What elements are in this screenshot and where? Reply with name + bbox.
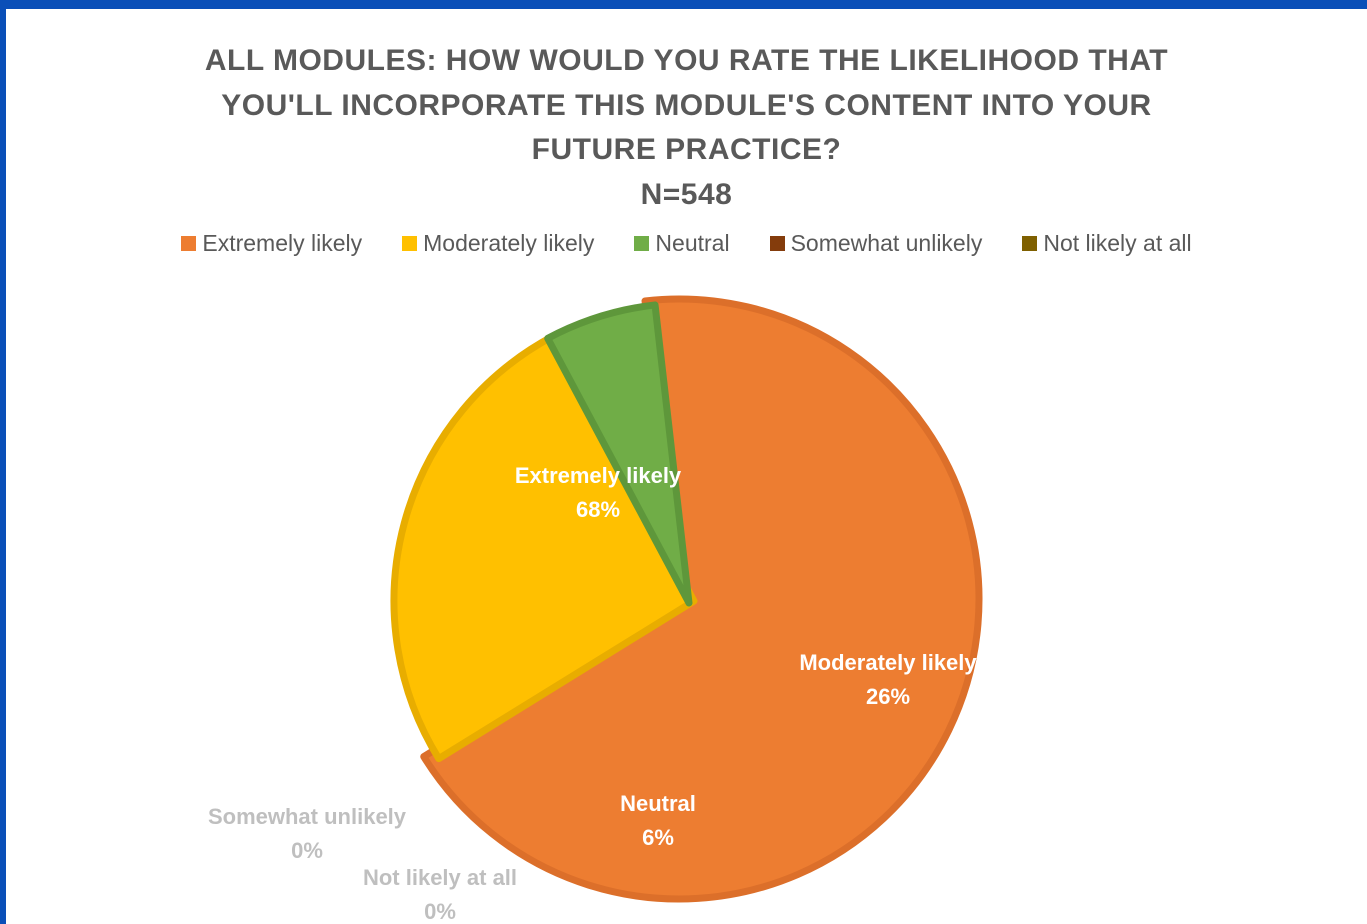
data-label-value-neutral: 6% <box>642 825 674 850</box>
data-label-name-neutral: Neutral <box>620 791 696 816</box>
pie-chart: Extremely likely 68% Moderately likely 26% N… <box>6 9 1367 924</box>
data-label-name-somewhat-unlikely: Somewhat unlikely <box>208 804 407 829</box>
data-label-name-not-likely-at-all: Not likely at all <box>363 865 517 890</box>
data-label-value-somewhat-unlikely: 0% <box>291 838 323 863</box>
data-label-value-extremely-likely: 68% <box>576 497 620 522</box>
data-label-value-not-likely-at-all: 0% <box>424 899 456 924</box>
data-label-name-moderately-likely: Moderately likely <box>799 650 977 675</box>
data-label-name-extremely-likely: Extremely likely <box>515 463 682 488</box>
chart-frame: ALL MODULES: HOW WOULD YOU RATE THE LIKE… <box>6 9 1367 924</box>
data-label-value-moderately-likely: 26% <box>866 684 910 709</box>
